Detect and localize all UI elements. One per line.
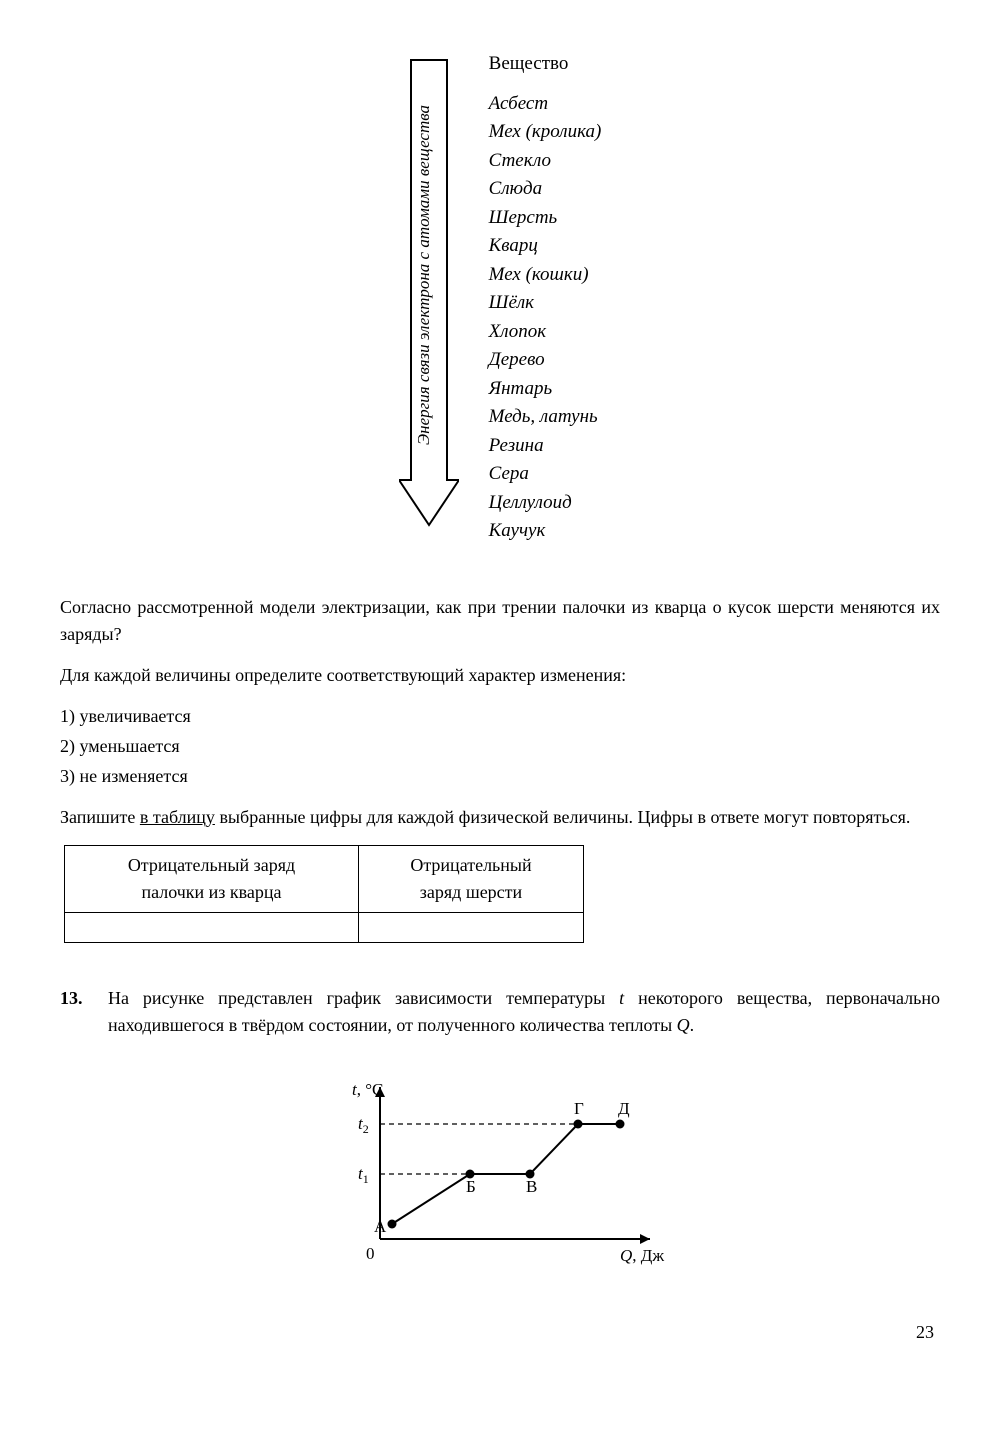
substance-item: Мех (кошки) [489, 261, 602, 290]
answer-options: 1) увеличивается 2) уменьшается 3) не из… [60, 703, 940, 790]
substance-item: Хлопок [489, 318, 602, 347]
substance-item: Резина [489, 432, 602, 461]
instr-a: Запишите [60, 807, 140, 827]
table-cell-1 [65, 912, 359, 942]
table-header-1: Отрицательный заряд палочки из кварца [65, 845, 359, 912]
substance-item: Медь, латунь [489, 403, 602, 432]
arrow-label: Энергия связи электрона с атомами вещест… [414, 105, 433, 445]
svg-text:Q, Дж: Q, Дж [620, 1246, 664, 1265]
svg-text:А: А [374, 1217, 387, 1236]
option-1: 1) увеличивается [60, 703, 940, 730]
substance-item: Кварц [489, 232, 602, 261]
table-header-2: Отрицательный заряд шерсти [358, 845, 583, 912]
substance-item: Стекло [489, 147, 602, 176]
table-cell-2 [358, 912, 583, 942]
question-text-1: Согласно рассмотренной модели электризац… [60, 594, 940, 648]
substance-heading: Вещество [489, 50, 602, 79]
substance-item: Шерсть [489, 204, 602, 233]
svg-text:Б: Б [466, 1177, 476, 1196]
q13-number: 13. [60, 985, 90, 1039]
svg-text:t1: t1 [358, 1164, 369, 1186]
instr-b: выбранные цифры для каждой физической ве… [215, 807, 910, 827]
instruction-text: Запишите в таблицу выбранные цифры для к… [60, 804, 940, 831]
svg-text:t2: t2 [358, 1114, 369, 1136]
substance-item: Каучук [489, 517, 602, 546]
triboelectric-series: Энергия связи электрона с атомами вещест… [60, 50, 940, 546]
question-13: 13. На рисунке представлен график зависи… [60, 985, 940, 1039]
q13-text: На рисунке представлен график зависимост… [108, 985, 940, 1039]
substance-item: Дерево [489, 346, 602, 375]
down-arrow-icon: Энергия связи электрона с атомами вещест… [399, 50, 459, 530]
substance-item: Мех (кролика) [489, 118, 602, 147]
svg-text:t, °C: t, °C [352, 1080, 383, 1099]
temperature-chart: t, °C Q, Дж 0 t1 t2 А Б В Г Д [60, 1069, 940, 1269]
substance-item: Слюда [489, 175, 602, 204]
instr-underline: в таблицу [140, 807, 215, 827]
chart-svg: t, °C Q, Дж 0 t1 t2 А Б В Г Д [320, 1069, 680, 1269]
substance-item: Целлулоид [489, 489, 602, 518]
substance-item: Сера [489, 460, 602, 489]
substance-item: Шёлк [489, 289, 602, 318]
substance-item: Асбест [489, 90, 602, 119]
option-2: 2) уменьшается [60, 733, 940, 760]
svg-text:0: 0 [366, 1244, 375, 1263]
option-3: 3) не изменяется [60, 763, 940, 790]
substance-list: Вещество АсбестМех (кролика)СтеклоСлюдаШ… [489, 50, 602, 546]
substance-item: Янтарь [489, 375, 602, 404]
svg-text:Г: Г [574, 1099, 584, 1118]
answer-table: Отрицательный заряд палочки из кварца От… [64, 845, 584, 943]
svg-text:Д: Д [618, 1099, 630, 1118]
question-text-2: Для каждой величины определите соответст… [60, 662, 940, 689]
page-number: 23 [60, 1319, 940, 1346]
svg-text:В: В [526, 1177, 537, 1196]
energy-arrow: Энергия связи электрона с атомами вещест… [399, 50, 459, 546]
